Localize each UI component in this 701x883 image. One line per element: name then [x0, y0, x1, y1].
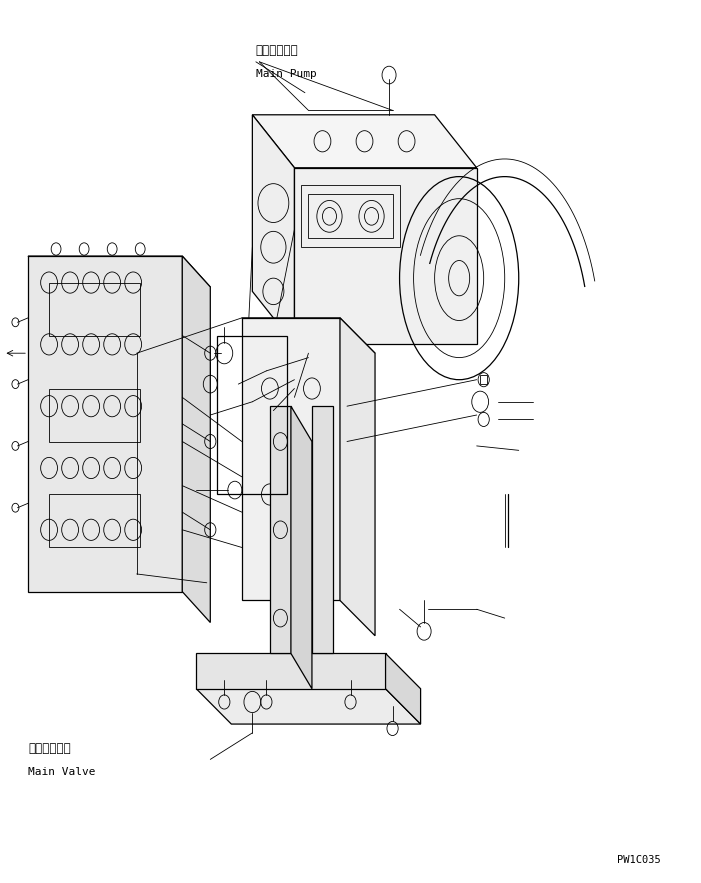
- Polygon shape: [386, 653, 421, 724]
- Polygon shape: [196, 653, 386, 689]
- Polygon shape: [340, 318, 375, 636]
- Bar: [49, 494, 140, 547]
- Bar: [308, 194, 393, 238]
- Polygon shape: [252, 115, 294, 344]
- Polygon shape: [291, 406, 312, 689]
- Polygon shape: [270, 406, 291, 653]
- Text: メインバルブ: メインバルブ: [28, 742, 71, 755]
- Polygon shape: [242, 318, 375, 353]
- Text: PW1C035: PW1C035: [617, 856, 660, 865]
- Polygon shape: [28, 256, 210, 287]
- Text: Main Pump: Main Pump: [256, 70, 317, 79]
- Bar: [217, 336, 287, 494]
- Polygon shape: [196, 689, 421, 724]
- Polygon shape: [312, 406, 333, 653]
- Text: Main Valve: Main Valve: [28, 767, 95, 777]
- Polygon shape: [294, 168, 477, 344]
- Bar: [49, 389, 140, 442]
- Polygon shape: [28, 256, 182, 592]
- Polygon shape: [182, 256, 210, 623]
- Polygon shape: [252, 115, 477, 168]
- Bar: [242, 318, 340, 600]
- Text: メインポンプ: メインポンプ: [256, 44, 299, 57]
- Bar: [301, 185, 400, 247]
- Bar: [49, 283, 140, 336]
